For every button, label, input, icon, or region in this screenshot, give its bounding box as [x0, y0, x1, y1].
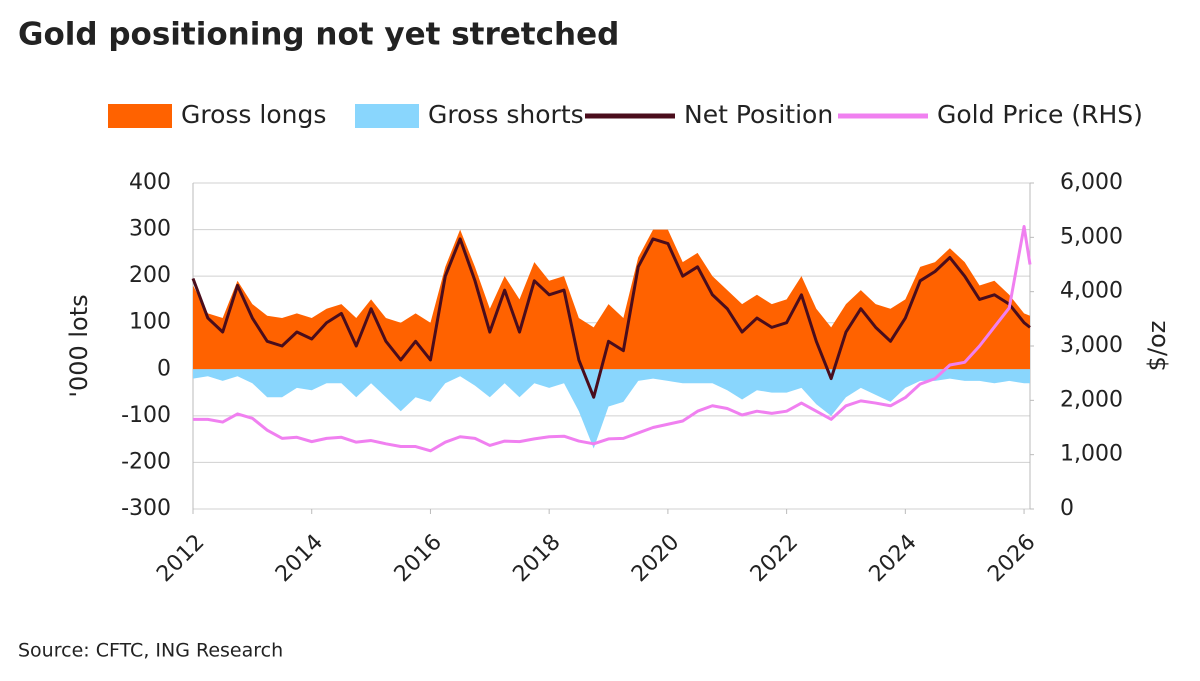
- y-tick-label: -200: [121, 449, 171, 474]
- x-tick-label: 2026: [983, 530, 1040, 587]
- x-tick-label: 2018: [508, 530, 565, 587]
- y-tick-label: 0: [157, 356, 171, 381]
- y-tick-label: -300: [121, 496, 171, 521]
- source: Source: CFTC, ING Research: [18, 640, 283, 662]
- y2-tick-label: 0: [1060, 496, 1074, 521]
- line: [191, 237, 1031, 399]
- y2-tick-label: 2,000: [1060, 387, 1123, 412]
- x-tick-label: 2016: [390, 530, 447, 587]
- y-tick-label: -100: [121, 403, 171, 428]
- x-tick-label: 2014: [271, 530, 328, 587]
- y-tick-label: 200: [129, 263, 171, 288]
- y2-tick-label: 1,000: [1060, 442, 1123, 467]
- y2-tick-label: 6,000: [1060, 170, 1123, 195]
- line: [193, 224, 1032, 453]
- x-tick-label: 2020: [627, 530, 684, 587]
- legend-swatch: [355, 104, 419, 128]
- y-tick-label: 300: [129, 217, 171, 242]
- y2-tick-label: 3,000: [1060, 333, 1123, 358]
- y-tick-label: 100: [129, 310, 171, 335]
- x-tick-label: 2024: [865, 530, 922, 587]
- x-tick-label: 2012: [152, 530, 209, 587]
- area: [193, 369, 1030, 449]
- y2-tick-label: 4,000: [1060, 279, 1123, 304]
- y2-tick-label: 5,000: [1060, 224, 1123, 249]
- legend-swatch: [108, 104, 172, 128]
- legend-label: Net Position: [684, 100, 833, 129]
- y2-axis-label: $/oz: [1143, 321, 1171, 372]
- legend-label: Gross shorts: [428, 100, 584, 129]
- y-axis-label: '000 lots: [65, 294, 93, 397]
- x-tick-label: 2022: [746, 530, 803, 587]
- legend-label: Gross longs: [181, 100, 326, 129]
- chart-title: Gold positioning not yet stretched: [18, 17, 619, 53]
- legend-label: Gold Price (RHS): [937, 100, 1143, 129]
- y-tick-label: 400: [129, 170, 171, 195]
- area: [193, 229, 1030, 370]
